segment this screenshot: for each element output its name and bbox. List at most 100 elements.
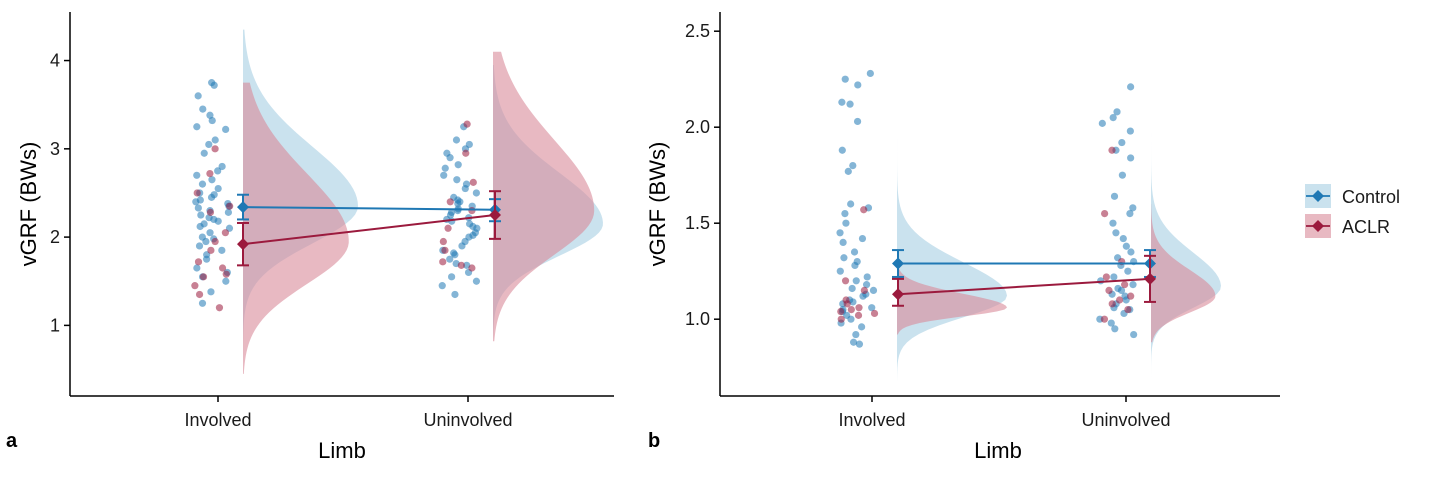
control-data-point [1098,119,1106,127]
control-data-point [211,136,219,144]
control-data-point [846,100,854,108]
aclr-data-point [444,224,452,232]
x-tick-label: Involved [184,410,251,430]
control-data-point [1117,286,1126,294]
control-data-point [839,238,847,246]
aclr-data-point [207,246,215,254]
control-data-point [199,105,207,113]
legend: Control ACLR [1305,184,1400,238]
control-mean-marker [892,257,904,270]
aclr-density-involved [243,82,349,374]
control-data-point [224,208,233,216]
control-data-point [198,299,207,307]
x-tick-label: Uninvolved [423,410,512,430]
control-data-point [203,255,211,263]
aclr-density-uninvolved [1151,204,1216,343]
panel-b-y-axis-title: vGRF (BWs) [645,142,670,267]
control-data-point [194,204,202,212]
control-data-point [847,315,855,323]
control-data-point [192,198,200,206]
control-data-point [1113,108,1121,116]
control-data-point [1118,171,1127,179]
aclr-mean-line [242,214,496,246]
panel-a-x-axis-title: Limb [318,438,366,463]
aclr-data-point [218,264,227,272]
control-mean-marker [237,201,249,214]
control-data-point [198,180,207,188]
panel-b-density-clouds [897,40,1221,381]
y-tick-label: 2.5 [685,21,710,41]
control-data-point [847,200,855,208]
control-data-point [836,267,844,275]
aclr-data-point [211,237,219,246]
control-data-point [836,229,844,237]
control-data-point [193,264,201,272]
control-data-point [207,288,215,296]
control-data-point [1129,204,1137,212]
aclr-data-point [1102,273,1110,281]
control-data-point [849,162,857,170]
control-data-point [851,261,859,270]
panel-a-label: a [6,430,18,452]
control-data-point [1110,192,1119,200]
panel-b-axes [719,12,1280,397]
aclr-data-point [222,270,230,278]
x-tick-label: Uninvolved [1081,410,1170,430]
control-data-point [855,340,864,348]
control-density-uninvolved [1151,50,1221,381]
aclr-data-point [226,202,234,210]
aclr-data-point [441,246,449,254]
control-data-point [208,176,216,184]
control-data-point [1129,281,1137,289]
legend-label-control: Control [1342,187,1400,207]
control-data-point [214,167,222,175]
control-data-point [858,234,867,243]
control-data-point [1109,114,1117,122]
y-tick-label: 1.0 [685,309,710,329]
aclr-data-point [860,206,868,214]
y-tick-label: 1 [50,315,60,335]
panel-a-mean-lines [237,190,501,267]
aclr-data-point [206,208,215,216]
control-data-point [438,282,446,290]
control-data-point [218,246,226,254]
control-data-point [446,154,454,162]
control-data-point [196,222,204,231]
control-data-point [193,123,201,131]
panel-a-raw-points [191,79,481,312]
panel-a-y-axis-title: vGRF (BWs) [16,142,41,267]
aclr-mean-marker [237,238,249,251]
control-data-point [207,193,216,201]
aclr-data-point [463,120,471,128]
aclr-data-point [1101,210,1109,218]
control-data-point [1127,248,1135,256]
aclr-density-involved [897,180,1007,335]
aclr-data-point [1105,286,1113,294]
control-data-point [214,217,222,225]
control-data-point [842,219,850,227]
aclr-data-point [457,261,465,269]
x-tick-label: Involved [838,410,905,430]
control-data-point [838,146,846,154]
aclr-data-point [206,169,214,178]
control-data-point [440,171,448,179]
control-data-point [441,164,449,172]
aclr-data-point [860,286,868,294]
control-data-point [854,81,862,89]
aclr-data-point [841,277,850,285]
aclr-data-point [847,306,855,314]
control-data-point [844,167,852,175]
aclr-data-point [1108,146,1116,154]
control-data-point [454,161,462,169]
aclr-data-point [468,264,476,272]
y-tick-label: 2 [50,227,60,247]
legend-control-marker [1312,190,1324,202]
panel-b-raw-points [836,69,1138,348]
aclr-data-point [837,307,845,316]
control-data-point [866,69,874,78]
panel-b-y-ticks: 1.0 1.5 2.0 2.5 [685,21,720,329]
panel-a-density-clouds [243,29,603,374]
legend-aclr-marker [1312,220,1324,232]
control-data-point [218,162,226,171]
